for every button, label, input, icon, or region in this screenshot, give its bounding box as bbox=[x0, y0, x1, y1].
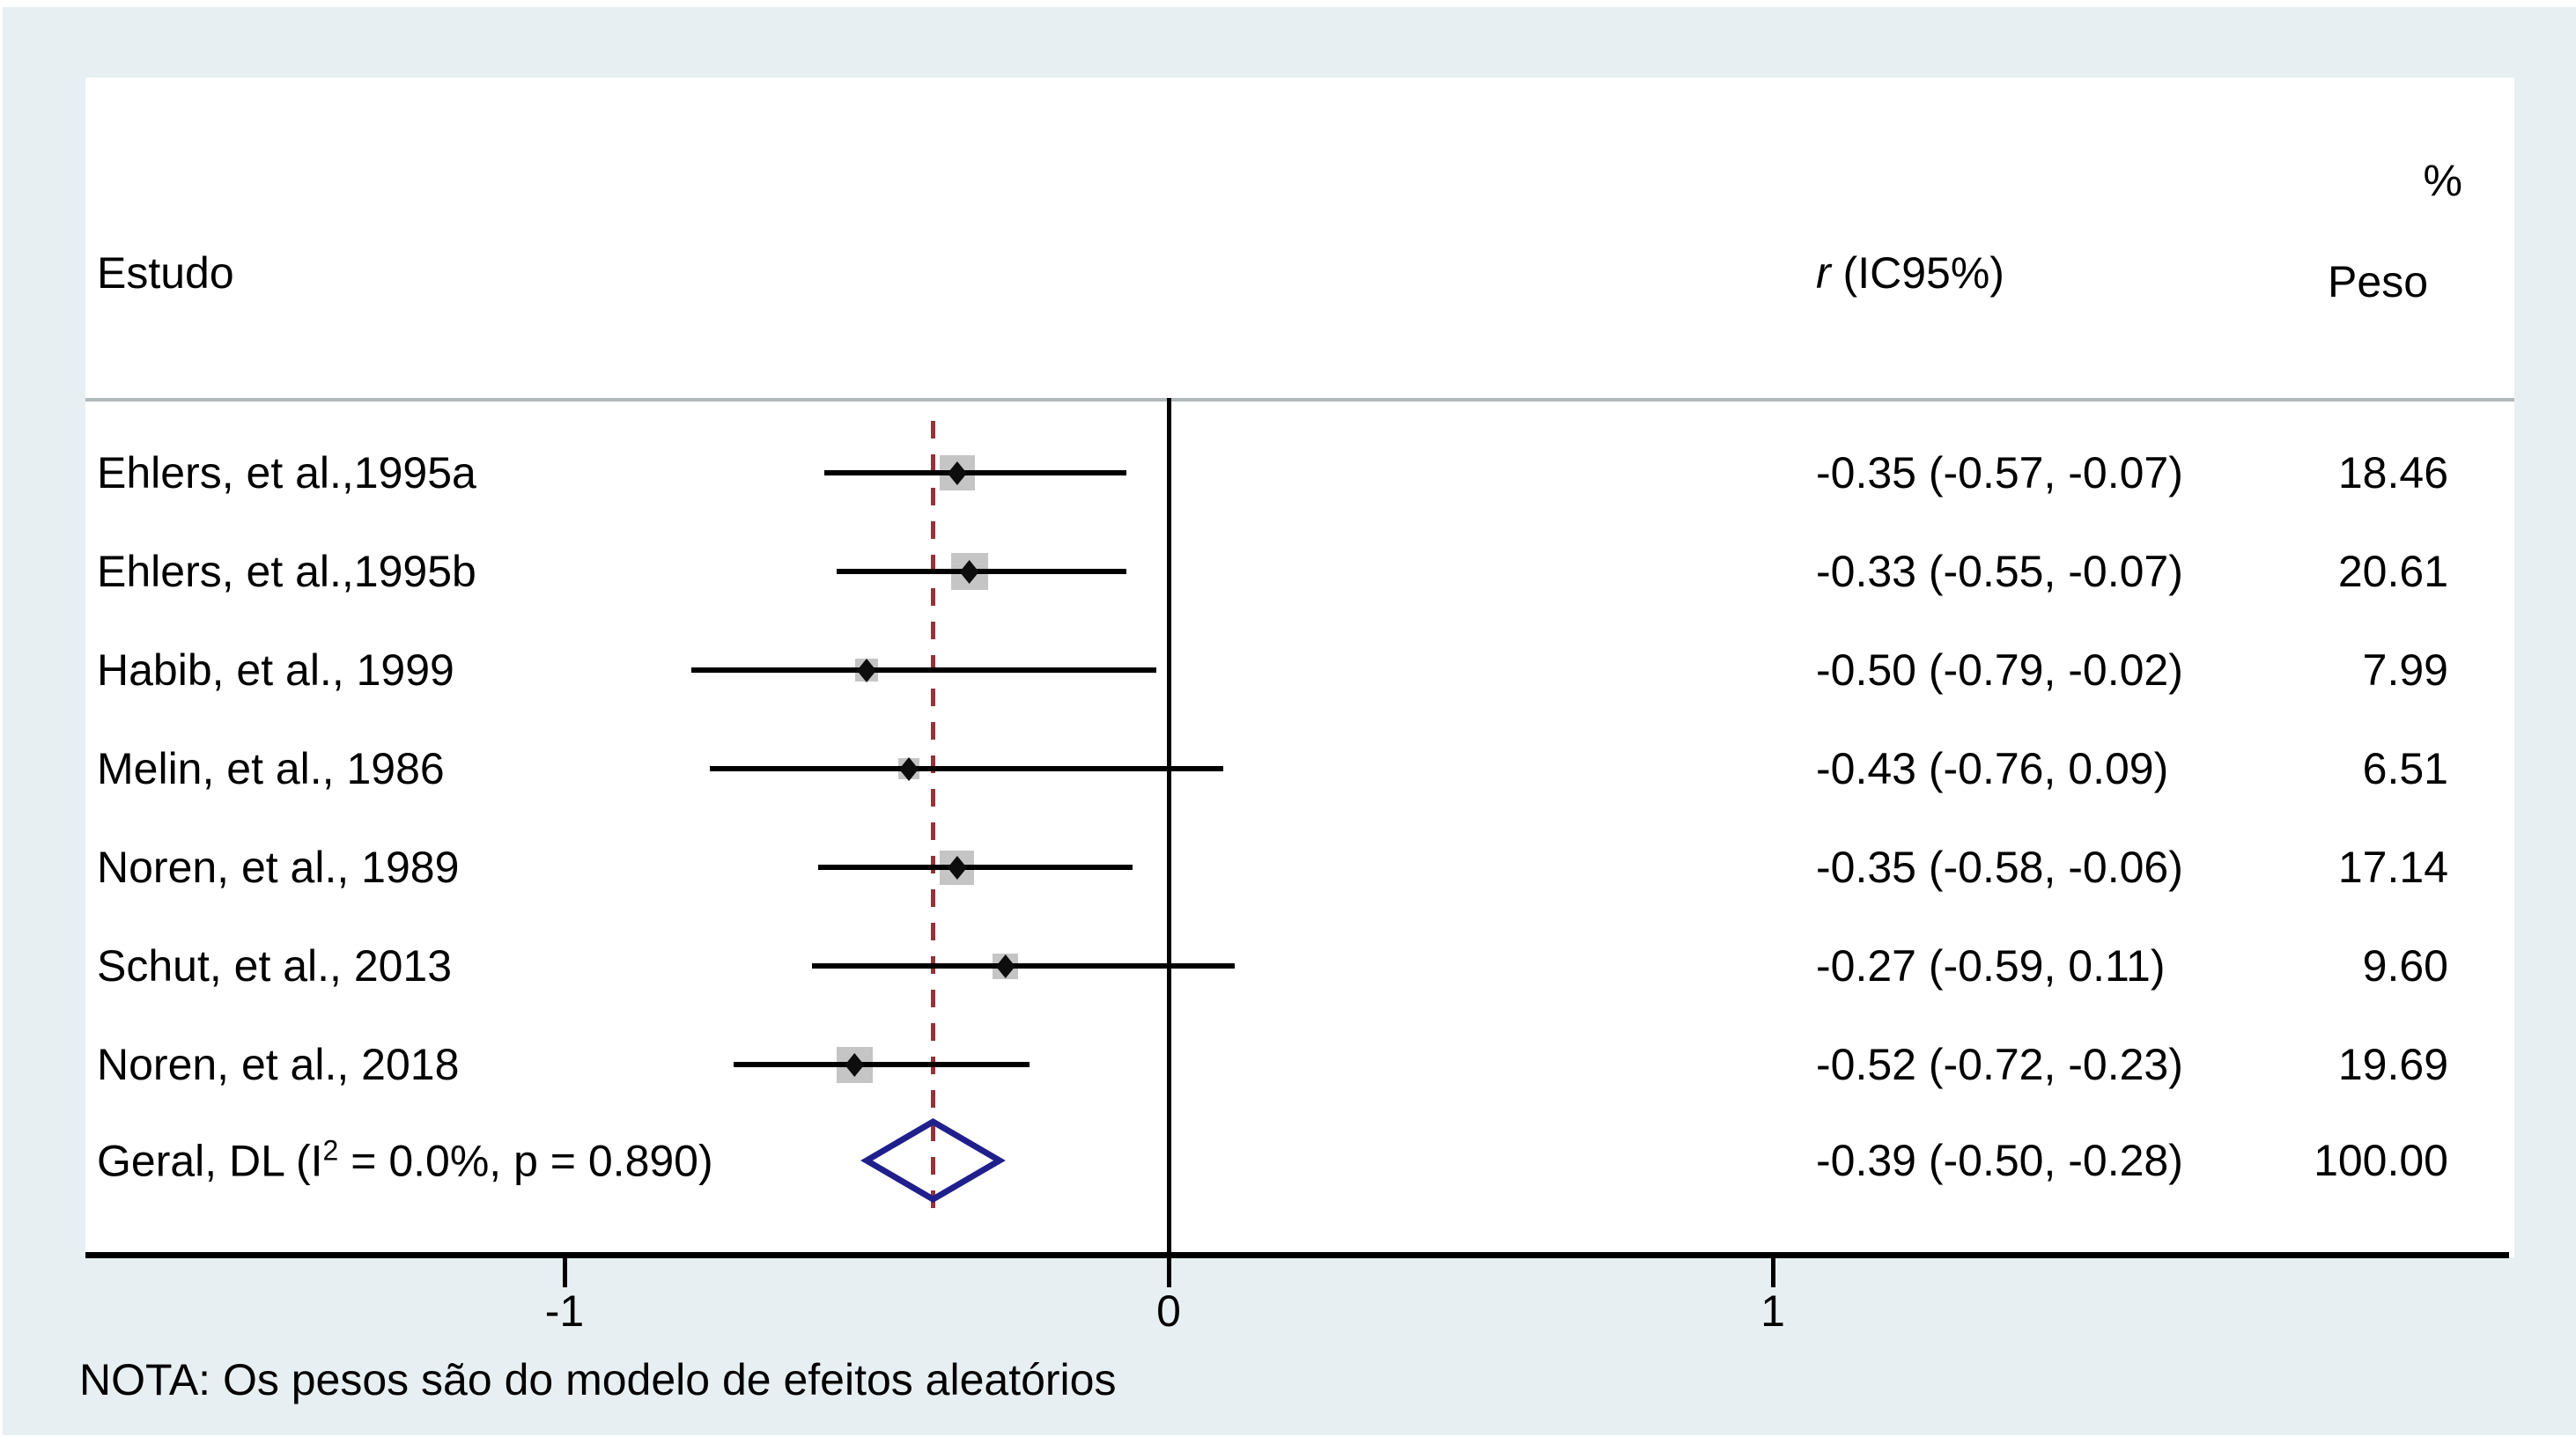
confidence-interval-line bbox=[709, 766, 1223, 771]
effect-ci-text: -0.35 (-0.57, -0.07) bbox=[1816, 448, 2183, 497]
pooled-estimate-dashed-line bbox=[930, 421, 935, 1222]
null-effect-line bbox=[1166, 398, 1171, 1252]
effect-symbol: r bbox=[1816, 248, 1831, 298]
column-header-percent: % bbox=[2423, 156, 2462, 205]
plot-panel: Estudo r (IC95%) % Peso Ehlers, et al.,1… bbox=[85, 77, 2514, 1258]
point-estimate-marker bbox=[959, 560, 979, 584]
x-axis-tick bbox=[1166, 1257, 1171, 1287]
weight-text: 17.14 bbox=[2337, 843, 2448, 892]
x-axis-tick-label: 1 bbox=[1760, 1286, 1785, 1336]
study-label: Ehlers, et al.,1995a bbox=[97, 448, 476, 497]
x-axis-line bbox=[85, 1252, 2509, 1258]
overall-weight-text: 100.00 bbox=[2314, 1136, 2448, 1185]
confidence-interval-line bbox=[691, 667, 1157, 673]
overall-effect-ci-text: -0.39 (-0.50, -0.28) bbox=[1816, 1136, 2183, 1185]
study-label: Schut, et al., 2013 bbox=[97, 941, 453, 991]
pooled-diamond bbox=[860, 1117, 1006, 1204]
effect-ci-text: -0.50 (-0.79, -0.02) bbox=[1816, 645, 2183, 695]
confidence-interval-line bbox=[823, 470, 1126, 475]
i-squared-superscript: 2 bbox=[322, 1134, 339, 1167]
point-estimate-marker bbox=[845, 1053, 865, 1077]
point-estimate-marker bbox=[947, 856, 967, 880]
weight-text: 19.69 bbox=[2337, 1040, 2448, 1089]
x-axis-tick-label: 0 bbox=[1156, 1286, 1181, 1336]
weight-text: 7.99 bbox=[2362, 645, 2448, 695]
effect-ci-text: -0.27 (-0.59, 0.11) bbox=[1816, 941, 2166, 991]
header-separator-line bbox=[85, 398, 2514, 402]
effect-ci-text: -0.43 (-0.76, 0.09) bbox=[1816, 744, 2169, 793]
effect-ci-text: -0.52 (-0.72, -0.23) bbox=[1816, 1040, 2183, 1089]
point-estimate-marker bbox=[899, 757, 919, 781]
effect-ci-text: -0.35 (-0.58, -0.06) bbox=[1816, 843, 2183, 892]
study-label: Noren, et al., 1989 bbox=[97, 843, 460, 892]
point-estimate-marker bbox=[947, 461, 967, 485]
study-label: Habib, et al., 1999 bbox=[97, 645, 454, 695]
x-axis-tick-label: -1 bbox=[544, 1286, 585, 1336]
effect-ci-suffix: (IC95%) bbox=[1830, 248, 2004, 298]
weight-text: 9.60 bbox=[2362, 941, 2448, 991]
confidence-interval-line bbox=[812, 963, 1236, 969]
confidence-interval-line bbox=[836, 569, 1126, 574]
confidence-interval-line bbox=[818, 865, 1133, 870]
column-header-study: Estudo bbox=[97, 248, 234, 298]
x-axis-tick bbox=[562, 1257, 567, 1287]
study-label: Ehlers, et al.,1995b bbox=[97, 547, 476, 596]
weight-text: 6.51 bbox=[2362, 744, 2448, 793]
column-header-weight: Peso bbox=[2328, 257, 2428, 306]
overall-label: Geral, DL (I2 = 0.0%, p = 0.890) bbox=[97, 1134, 713, 1186]
point-estimate-marker bbox=[995, 954, 1015, 978]
weight-text: 20.61 bbox=[2337, 547, 2448, 596]
weight-text: 18.46 bbox=[2337, 448, 2448, 497]
study-label: Melin, et al., 1986 bbox=[97, 744, 445, 793]
column-header-effect: r (IC95%) bbox=[1816, 251, 2004, 295]
footnote: NOTA: Os pesos são do modelo de efeitos … bbox=[79, 1355, 1117, 1404]
point-estimate-marker bbox=[857, 659, 876, 682]
x-axis-tick bbox=[1770, 1257, 1775, 1287]
effect-ci-text: -0.33 (-0.55, -0.07) bbox=[1816, 547, 2183, 596]
study-label: Noren, et al., 2018 bbox=[97, 1040, 460, 1089]
confidence-interval-line bbox=[734, 1062, 1030, 1067]
